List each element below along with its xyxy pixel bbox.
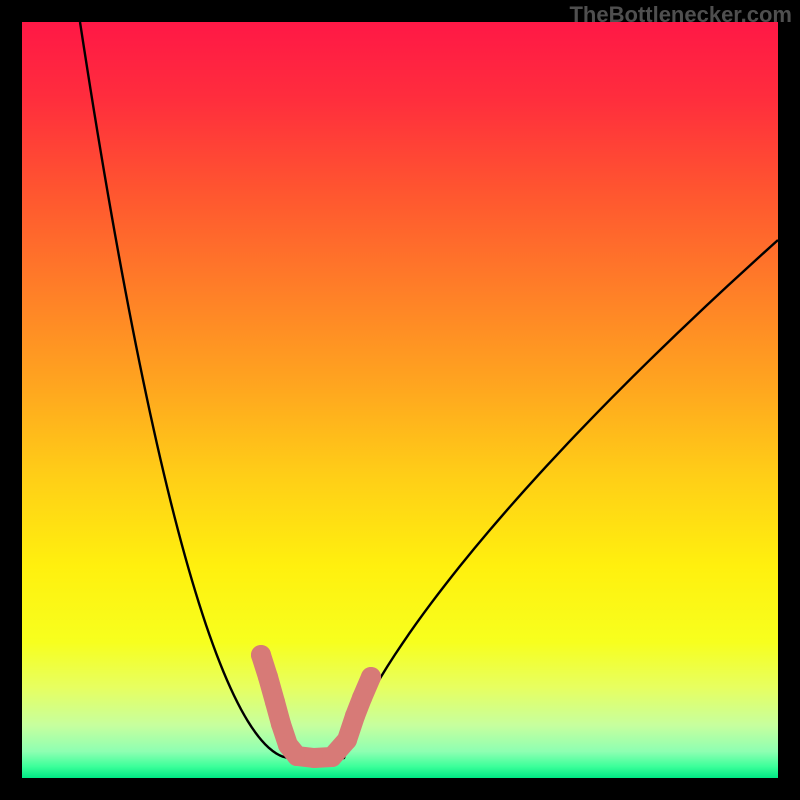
data-marker — [322, 747, 342, 767]
data-marker — [251, 645, 271, 665]
data-marker — [265, 692, 285, 712]
data-marker — [361, 667, 381, 687]
data-marker — [258, 667, 278, 687]
data-marker — [271, 714, 291, 734]
frame-bottom — [0, 778, 800, 800]
frame-left — [0, 0, 22, 800]
watermark-text: TheBottlenecker.com — [569, 2, 792, 28]
data-marker — [304, 748, 324, 768]
data-marker — [345, 706, 365, 726]
bottleneck-chart — [22, 22, 778, 778]
data-marker — [287, 746, 307, 766]
frame-right — [778, 0, 800, 800]
data-marker — [337, 730, 357, 750]
data-marker — [352, 688, 372, 708]
gradient-background — [22, 22, 778, 778]
